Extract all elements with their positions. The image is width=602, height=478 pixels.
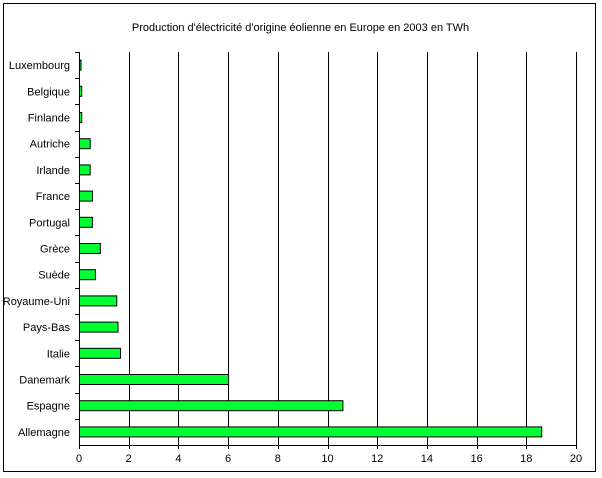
bar — [79, 347, 122, 359]
category-label: Allemagne — [18, 427, 70, 439]
x-tick-labels: 0 2 4 6 8 10 12 14 16 18 20 — [76, 453, 582, 465]
category-label: Grèce — [40, 244, 70, 256]
x-tick-label: 8 — [275, 453, 281, 465]
category-label: France — [36, 191, 70, 203]
category-label: Italie — [47, 348, 70, 360]
bar — [79, 426, 543, 438]
x-tick-label: 2 — [126, 453, 132, 465]
bar — [79, 374, 230, 385]
grid-lines — [129, 52, 577, 445]
x-tick-label: 18 — [520, 453, 532, 465]
category-label: Espagne — [27, 401, 70, 413]
bar — [79, 269, 96, 281]
category-label: Royaume-Uni — [4, 296, 70, 308]
category-label: Autriche — [30, 139, 70, 151]
category-label: Belgique — [27, 86, 70, 98]
bar — [79, 295, 118, 307]
bar-chart: Luxembourg Belgique Finlande Autriche Irland… — [4, 52, 582, 465]
bar — [79, 190, 93, 202]
bar — [79, 321, 119, 333]
category-label: Luxembourg — [9, 60, 70, 72]
category-label: Irlande — [36, 165, 70, 177]
x-tick-label: 12 — [371, 453, 383, 465]
x-tick-label: 0 — [76, 453, 82, 465]
category-label: Suède — [38, 270, 70, 282]
x-tick-label: 6 — [225, 453, 231, 465]
bar — [79, 138, 91, 150]
bar — [79, 216, 93, 228]
bar — [79, 400, 344, 412]
bar — [79, 164, 91, 176]
axes — [75, 52, 577, 449]
category-labels: Luxembourg Belgique Finlande Autriche Irland… — [4, 60, 70, 439]
category-label: Pays-Bas — [23, 322, 71, 334]
category-label: Finlande — [28, 113, 70, 125]
x-tick-label: 20 — [570, 453, 582, 465]
category-label: Portugal — [29, 217, 70, 229]
x-tick-label: 14 — [421, 453, 433, 465]
x-tick-label: 16 — [470, 453, 482, 465]
bars — [79, 59, 543, 438]
chart-frame: Production d'électricité d'origine éolie… — [3, 3, 596, 472]
category-label: Danemark — [19, 375, 70, 387]
chart-title: Production d'électricité d'origine éolie… — [131, 22, 470, 34]
bar — [79, 243, 101, 254]
x-tick-label: 4 — [175, 453, 181, 465]
x-tick-label: 10 — [321, 453, 333, 465]
